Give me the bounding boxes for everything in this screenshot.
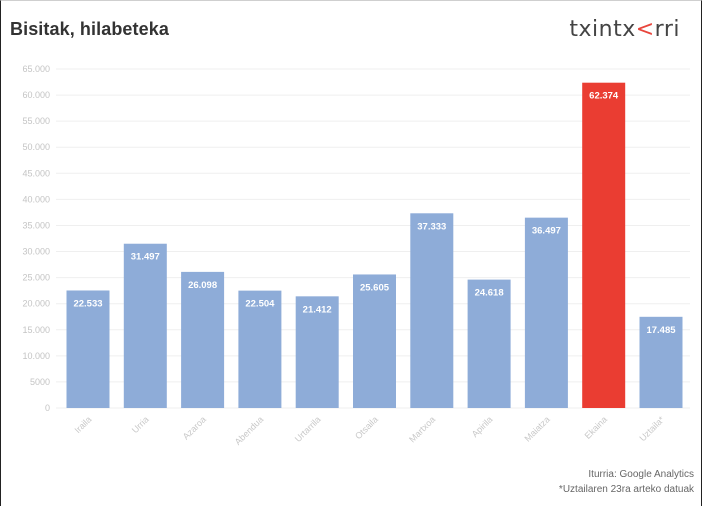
bar: [582, 82, 626, 408]
data-label: 17.485: [646, 325, 676, 336]
data-label: 36.497: [532, 226, 561, 237]
data-label: 24.618: [475, 288, 504, 299]
y-tick-label: 50.000: [22, 142, 50, 152]
x-tick-label: Ekaina: [583, 414, 610, 441]
logo-accent: <: [635, 17, 655, 42]
data-label: 26.098: [188, 280, 217, 291]
y-tick-label: 30.000: [22, 247, 50, 257]
chart-title: Bisitak, hilabeteka: [10, 19, 169, 39]
bar: [295, 296, 339, 408]
y-tick-label: 10.000: [22, 351, 50, 361]
bar: [66, 290, 110, 408]
y-tick-label: 45.000: [22, 168, 50, 178]
x-tick-label: Uztaila*: [637, 414, 666, 443]
x-tick-label: Abendua: [233, 414, 266, 447]
bar: [353, 274, 396, 408]
bar: [639, 316, 683, 408]
bar: [524, 217, 568, 408]
y-tick-label: 55.000: [22, 116, 50, 126]
y-tick-label: 0: [45, 403, 50, 413]
data-label: 62.374: [589, 91, 619, 102]
data-label: 31.497: [131, 252, 160, 263]
data-label: 22.533: [73, 298, 102, 309]
y-tick-label: 35.000: [22, 220, 50, 230]
x-tick-label: Martxoa: [407, 414, 437, 444]
logo-text-start: txintx: [569, 17, 636, 42]
x-tick-label: Apirila: [470, 414, 495, 439]
y-tick-label: 65.000: [22, 64, 50, 74]
data-label: 25.605: [360, 282, 390, 293]
bar: [181, 271, 225, 408]
footnote: *Uztailaren 23ra arteko datuak: [558, 484, 694, 495]
data-label: 21.412: [303, 304, 332, 315]
y-tick-label: 15.000: [22, 325, 50, 335]
bar: [410, 213, 454, 408]
source-note: Iturria: Google Analytics: [588, 469, 694, 480]
bar: [238, 290, 282, 408]
x-tick-label: Iraila: [73, 414, 94, 435]
bar: [123, 243, 167, 408]
x-tick-label: Otsaila: [353, 414, 380, 441]
x-tick-label: Urtarrila: [293, 414, 323, 444]
data-label: 37.333: [417, 221, 446, 232]
y-tick-label: 25.000: [22, 273, 50, 283]
y-tick-label: 60.000: [22, 90, 50, 100]
logo-text-end: rri: [654, 17, 680, 42]
y-tick-label: 5000: [30, 377, 50, 387]
y-tick-label: 20.000: [22, 299, 50, 309]
y-tick-label: 40.000: [22, 194, 50, 204]
x-tick-label: Urria: [130, 414, 151, 435]
x-tick-label: Azaroa: [181, 414, 208, 441]
x-tick-label: Maiatza: [522, 414, 551, 443]
data-label: 22.504: [245, 299, 275, 310]
bar: [467, 279, 511, 408]
brand-logo: txintx<rri: [569, 17, 680, 42]
